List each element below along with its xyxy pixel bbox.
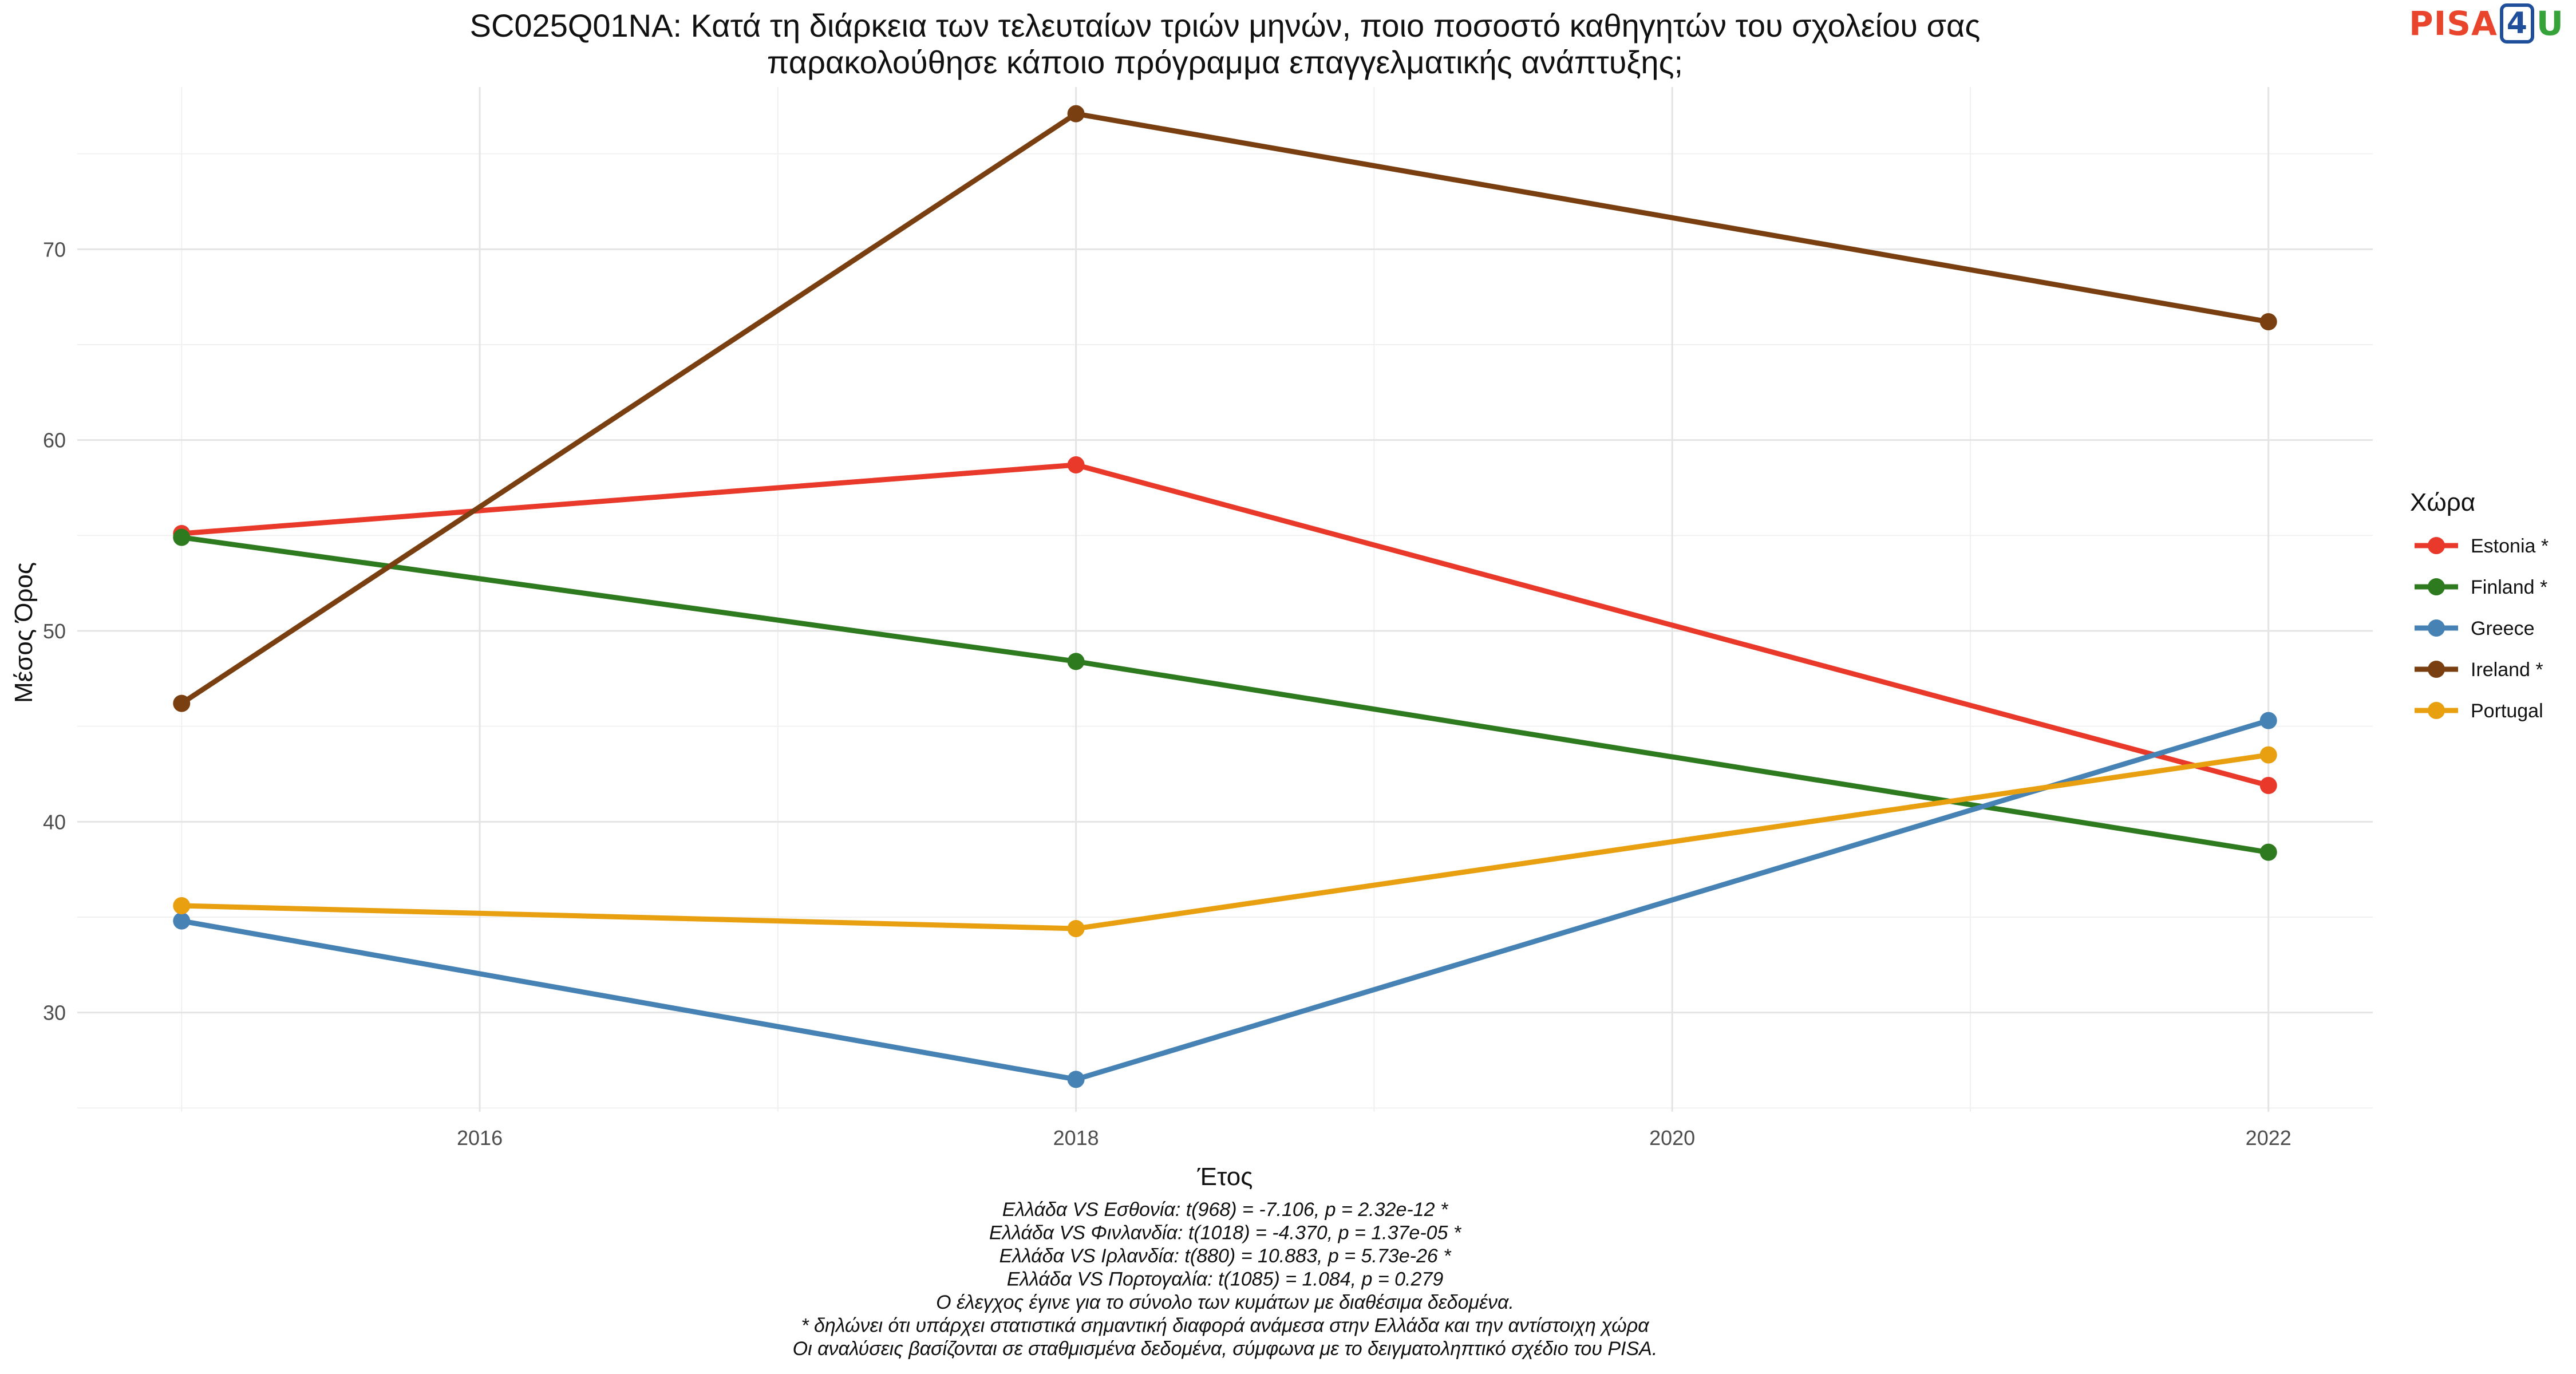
legend-label: Estonia * (2471, 535, 2549, 557)
logo-text-pisa: PISA (2409, 4, 2498, 43)
caption-line: Οι αναλύσεις βασίζονται σε σταθμισμένα δ… (793, 1338, 1658, 1360)
data-point (1067, 920, 1085, 937)
legend-label: Finland * (2471, 577, 2547, 598)
x-tick-label: 2022 (2246, 1126, 2291, 1150)
caption-line: Ο έλεγχος έγινε για το σύνολο των κυμάτω… (936, 1292, 1514, 1313)
series-lines (179, 111, 2271, 1082)
y-tick-label: 50 (43, 619, 66, 643)
legend-title: Χώρα (2410, 488, 2475, 516)
series-line (179, 535, 2271, 855)
y-tick-label: 70 (43, 238, 66, 261)
y-tick-label: 60 (43, 429, 66, 452)
y-axis-label: Μέσος Όρος (10, 562, 38, 703)
legend-key-point (2428, 661, 2445, 678)
chart-title-line-1: SC025Q01NA: Κατά τη διάρκεια των τελευτα… (470, 7, 1981, 44)
data-point (2259, 712, 2277, 729)
x-tick-label: 2016 (457, 1126, 503, 1150)
y-tick-labels: 30 40 50 60 70 (43, 238, 66, 1024)
data-point (1067, 1071, 1085, 1088)
caption-line: Ελλάδα VS Εσθονία: t(968) = -7.106, p = … (1002, 1199, 1449, 1221)
y-tick-label: 40 (43, 810, 66, 834)
series-line (179, 718, 2271, 1082)
x-tick-labels: 2016 2018 2020 2022 (457, 1126, 2291, 1150)
data-point (173, 528, 191, 546)
data-point (173, 912, 191, 930)
data-point (1067, 105, 1085, 123)
data-point (2259, 313, 2277, 330)
data-point (2259, 777, 2277, 794)
logo-text-four: 4 (2499, 3, 2534, 44)
legend-key-point (2428, 702, 2445, 719)
major-gridlines (77, 87, 2373, 1112)
series-points (173, 105, 2277, 1088)
data-point (1067, 653, 1085, 670)
caption-line: * δηλώνει ότι υπάρχει στατιστικά σημαντι… (801, 1315, 1650, 1337)
legend-label: Ireland * (2471, 659, 2543, 681)
x-tick-label: 2018 (1053, 1126, 1099, 1150)
pisa4u-logo: PISA 4 U (2409, 3, 2563, 44)
caption: Ελλάδα VS Εσθονία: t(968) = -7.106, p = … (793, 1199, 1658, 1360)
legend-key-point (2428, 578, 2445, 595)
caption-line: Ελλάδα VS Πορτογαλία: t(1085) = 1.084, p… (1007, 1269, 1444, 1290)
legend-label: Greece (2471, 618, 2535, 639)
minor-gridlines (77, 87, 2373, 1112)
data-point (1067, 456, 1085, 473)
chart-title-line-2: παρακολούθησε κάποιο πρόγραμμα επαγγελμα… (767, 44, 1683, 80)
caption-line: Ελλάδα VS Φινλανδία: t(1018) = -4.370, p… (989, 1222, 1462, 1244)
legend-label: Portugal (2471, 700, 2543, 722)
data-point (173, 897, 191, 914)
data-point (2259, 746, 2277, 764)
series-line (179, 752, 2271, 931)
legend-key-point (2428, 619, 2445, 637)
series-line (179, 111, 2271, 706)
x-tick-label: 2020 (1649, 1126, 1695, 1150)
logo-text-u: U (2536, 4, 2563, 43)
legend: Χώρα Estonia * Finland * Greece Ireland * Po… (2410, 488, 2549, 722)
y-tick-label: 30 (43, 1001, 66, 1025)
series-line (179, 462, 2271, 788)
caption-line: Ελλάδα VS Ιρλανδία: t(880) = 10.883, p =… (999, 1245, 1452, 1267)
data-point (173, 694, 191, 712)
x-axis-label: Έτος (1197, 1163, 1253, 1191)
legend-key-point (2428, 537, 2445, 554)
data-point (2259, 843, 2277, 861)
